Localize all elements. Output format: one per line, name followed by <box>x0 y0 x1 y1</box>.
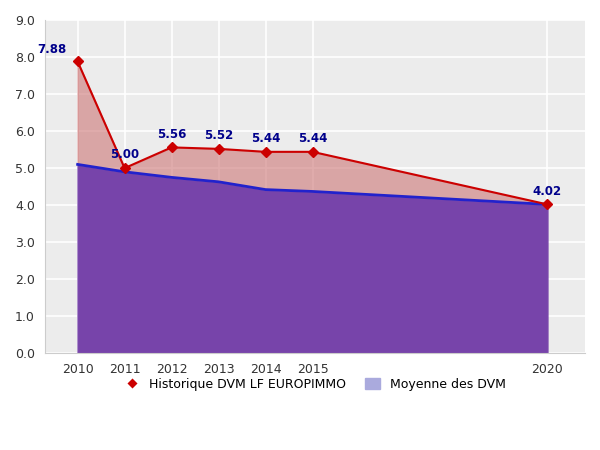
Text: 5.44: 5.44 <box>251 132 280 145</box>
Text: 5.56: 5.56 <box>157 128 186 141</box>
Text: 7.88: 7.88 <box>37 43 67 56</box>
Text: 5.00: 5.00 <box>110 148 139 162</box>
Text: 4.02: 4.02 <box>533 184 562 198</box>
Text: 5.52: 5.52 <box>204 129 233 142</box>
Legend: Historique DVM LF EUROPIMMO, Moyenne des DVM: Historique DVM LF EUROPIMMO, Moyenne des… <box>118 372 512 397</box>
Text: 5.44: 5.44 <box>298 132 327 145</box>
